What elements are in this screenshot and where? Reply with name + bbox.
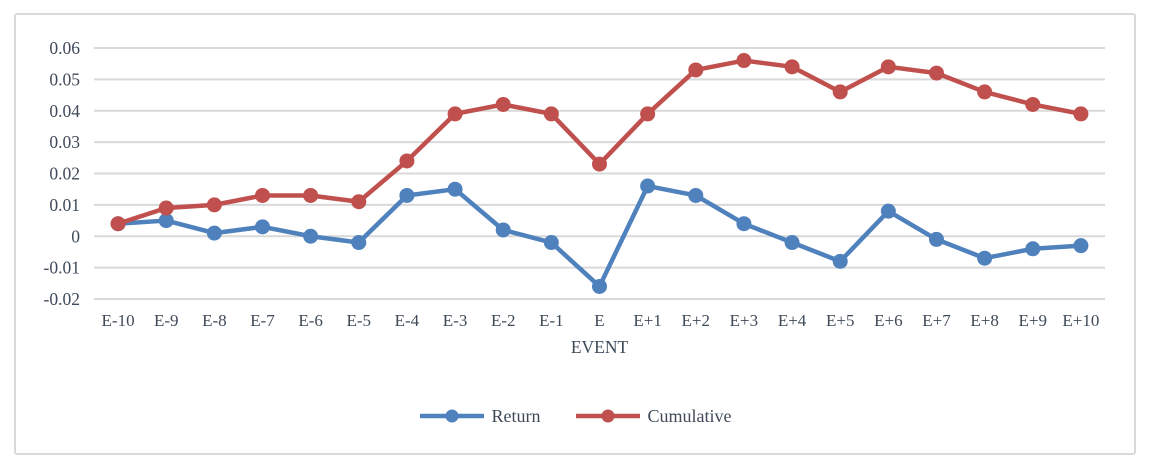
- data-point-return: [688, 187, 704, 203]
- x-tick-label: E+1: [633, 311, 661, 330]
- x-tick-label: E-5: [347, 311, 372, 330]
- data-point-return: [206, 225, 222, 241]
- data-point-cumulative: [592, 156, 607, 172]
- data-point-return: [736, 216, 752, 232]
- y-tick-label: 0: [71, 226, 80, 246]
- data-point-cumulative: [1025, 96, 1041, 112]
- x-tick-label: E-3: [443, 311, 468, 330]
- plot-area: 0.06 0.05 0.04 0.03 0.02 0.01 0 -0.01 -0.02 E-10 E…: [44, 38, 1105, 357]
- data-point-cumulative: [880, 59, 896, 75]
- line-chart: 0.06 0.05 0.04 0.03 0.02 0.01 0 -0.01 -0.02 E-10 E…: [14, 13, 1136, 455]
- chart-legend: Return Cumulative: [16, 407, 1134, 425]
- y-tick-label: 0.02: [49, 164, 80, 184]
- y-tick-label: 0.01: [49, 195, 80, 215]
- data-point-cumulative: [303, 187, 319, 203]
- data-point-return: [447, 181, 463, 197]
- data-point-return: [351, 235, 367, 251]
- data-point-return: [543, 235, 559, 251]
- x-tick-label: E+5: [826, 311, 854, 330]
- legend-item-return: Return: [419, 407, 541, 425]
- data-point-return: [1025, 241, 1041, 257]
- data-point-return: [832, 253, 848, 269]
- data-point-return: [880, 203, 896, 219]
- data-point-cumulative: [784, 59, 800, 75]
- y-tick-label: 0.03: [49, 132, 80, 152]
- x-tick-label: E-7: [250, 311, 275, 330]
- data-point-return: [592, 278, 607, 294]
- data-point-cumulative: [688, 62, 704, 78]
- data-point-return: [495, 222, 511, 238]
- data-point-return: [929, 231, 944, 247]
- data-point-cumulative: [1073, 106, 1089, 122]
- data-point-cumulative: [832, 84, 848, 100]
- x-tick-label: E+4: [778, 311, 807, 330]
- data-point-cumulative: [206, 197, 222, 213]
- y-tick-label: -0.02: [44, 289, 80, 309]
- legend-label-return: Return: [491, 406, 541, 426]
- data-point-return: [977, 250, 993, 266]
- data-point-cumulative: [543, 106, 559, 122]
- x-tick-label: E-9: [154, 311, 179, 330]
- x-tick-label: E+8: [970, 311, 998, 330]
- data-point-cumulative: [110, 216, 126, 232]
- data-point-cumulative: [736, 53, 752, 69]
- data-point-cumulative: [929, 65, 944, 81]
- x-tick-label: E-10: [102, 311, 135, 330]
- data-point-cumulative: [255, 187, 270, 203]
- x-tick-label: E+7: [922, 311, 951, 330]
- x-tick-label: E+2: [682, 311, 710, 330]
- x-axis-title: EVENT: [571, 337, 629, 357]
- return-line-swatch-icon: [419, 409, 484, 423]
- data-point-cumulative: [351, 194, 367, 210]
- data-point-return: [303, 228, 319, 244]
- legend-item-cumulative: Cumulative: [575, 407, 732, 425]
- x-tick-label: E: [594, 311, 604, 330]
- x-tick-label: E+9: [1019, 311, 1047, 330]
- data-point-return: [784, 235, 800, 251]
- x-tick-label: E+3: [730, 311, 758, 330]
- y-tick-label: 0.06: [49, 38, 80, 58]
- y-tick-label: -0.01: [44, 258, 80, 278]
- data-point-cumulative: [495, 96, 511, 112]
- data-point-cumulative: [399, 153, 415, 169]
- data-point-return: [399, 187, 415, 203]
- data-point-return: [1073, 238, 1089, 254]
- cumulative-line-swatch-icon: [575, 409, 640, 423]
- legend-label-cumulative: Cumulative: [647, 406, 732, 426]
- data-point-return: [640, 178, 656, 194]
- y-tick-label: 0.04: [49, 101, 80, 121]
- data-point-cumulative: [447, 106, 463, 122]
- data-point-return: [158, 213, 174, 229]
- data-point-return: [255, 219, 270, 235]
- data-point-cumulative: [640, 106, 656, 122]
- x-tick-label: E+6: [874, 311, 902, 330]
- x-tick-label: E+10: [1062, 311, 1099, 330]
- x-tick-label: E-6: [298, 311, 323, 330]
- x-tick-label: E-1: [539, 311, 564, 330]
- y-tick-label: 0.05: [49, 69, 80, 89]
- data-point-cumulative: [977, 84, 993, 100]
- x-tick-label: E-8: [202, 311, 227, 330]
- x-tick-label: E-2: [491, 311, 516, 330]
- x-tick-label: E-4: [395, 311, 420, 330]
- data-point-cumulative: [158, 200, 174, 216]
